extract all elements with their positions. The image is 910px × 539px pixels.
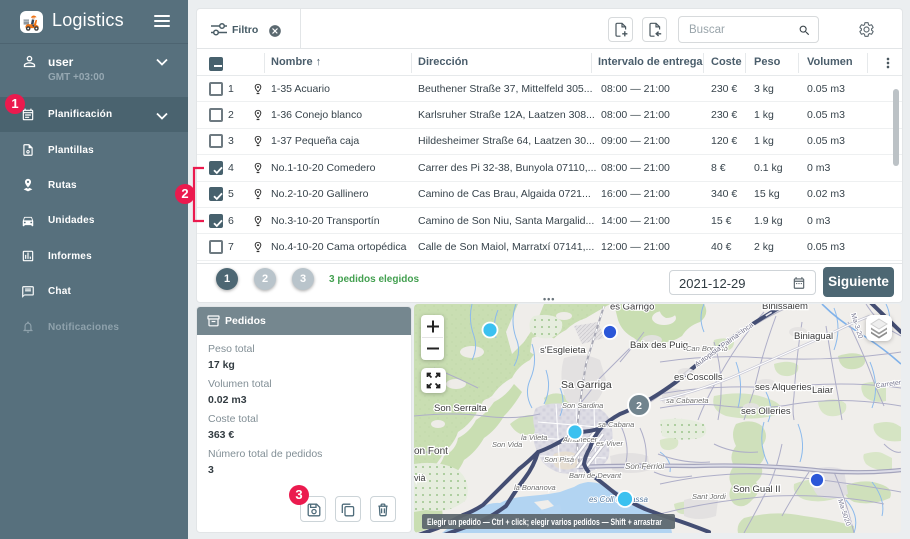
svg-text:Baix des Puig: Baix des Puig xyxy=(630,340,688,351)
svg-text:on Font: on Font xyxy=(414,446,448,457)
svg-text:es Coll d'e: es Coll d'e xyxy=(589,495,627,504)
svg-text:assa: assa xyxy=(631,495,648,504)
svg-text:Son Gual II: Son Gual II xyxy=(733,484,781,495)
svg-text:ses Alqueries: ses Alqueries xyxy=(755,382,812,393)
svg-text:Sant Jordi: Sant Jordi xyxy=(692,492,726,501)
svg-text:la Bonanova: la Bonanova xyxy=(514,483,556,492)
svg-text:es Viver: es Viver xyxy=(596,439,623,448)
svg-text:Son Vida: Son Vida xyxy=(492,440,522,449)
svg-text:Can Borralló: Can Borralló xyxy=(686,344,728,353)
svg-text:es Coscolls: es Coscolls xyxy=(674,372,723,383)
svg-text:la Vileta: la Vileta xyxy=(521,433,548,442)
svg-text:Biniagual: Biniagual xyxy=(794,331,833,342)
svg-text:vià: vià xyxy=(414,473,426,483)
svg-text:Amanecer: Amanecer xyxy=(562,435,598,444)
svg-text:sa Cabaneta: sa Cabaneta xyxy=(666,396,709,405)
svg-text:Son Ferriol: Son Ferriol xyxy=(625,462,664,471)
svg-text:ses Olleries: ses Olleries xyxy=(741,406,791,417)
svg-text:Barri de Devant: Barri de Devant xyxy=(569,471,622,480)
svg-text:Laiar: Laiar xyxy=(812,385,833,396)
svg-text:s'Esgleieta: s'Esgleieta xyxy=(540,345,586,356)
svg-text:Binissalem: Binissalem xyxy=(762,304,808,312)
svg-text:Son Pisà: Son Pisà xyxy=(544,455,574,464)
svg-text:Elegir un pedido — Ctrl + clic: Elegir un pedido — Ctrl + click; elegir … xyxy=(427,517,662,528)
svg-text:Son Sardina: Son Sardina xyxy=(562,401,603,410)
svg-text:Sa Garriga: Sa Garriga xyxy=(561,379,612,391)
svg-text:Son Serralta: Son Serralta xyxy=(434,403,488,414)
svg-text:sa Cabana: sa Cabana xyxy=(598,420,634,429)
svg-text:es Garrigó: es Garrigó xyxy=(610,304,654,313)
svg-text:2: 2 xyxy=(636,400,642,412)
